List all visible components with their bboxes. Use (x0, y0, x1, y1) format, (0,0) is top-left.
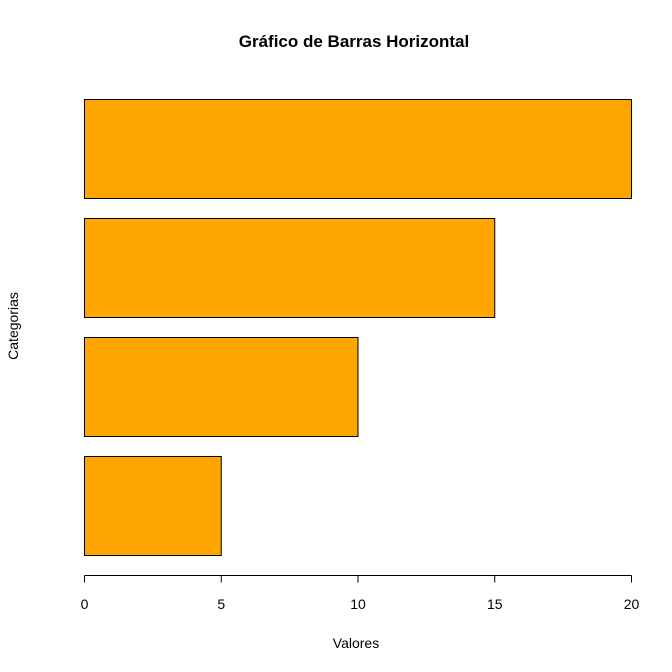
bar-4 (84, 99, 632, 199)
x-tick-label: 5 (217, 596, 225, 612)
x-axis: 0 5 10 15 20 (81, 575, 640, 612)
x-axis-label: Valores (333, 635, 379, 651)
x-tick-label: 0 (81, 596, 89, 612)
x-tick-label: 20 (624, 596, 640, 612)
bar-1 (84, 456, 222, 556)
chart-title: Gráfico de Barras Horizontal (239, 32, 470, 51)
x-tick-label: 10 (350, 596, 366, 612)
y-axis-label: Categorias (5, 292, 21, 360)
bar-3 (84, 218, 496, 318)
bars-group (84, 99, 632, 556)
x-tick-label: 15 (487, 596, 503, 612)
bar-2 (84, 337, 359, 437)
